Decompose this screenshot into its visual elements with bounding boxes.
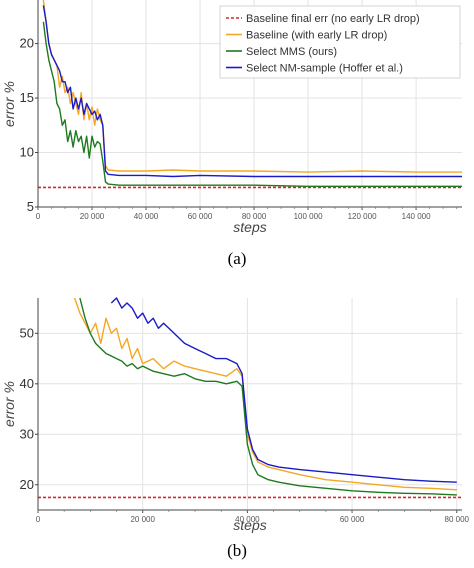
- chart-b-xlabel: steps: [233, 517, 266, 533]
- chart-a-x-tick-label: 80 000: [242, 212, 267, 221]
- chart-a-series: [38, 0, 462, 189]
- chart-b-x-tick-label: 80 000: [445, 515, 470, 524]
- chart-a-y-tick-label: 5: [27, 199, 34, 214]
- chart-b-series-1-line: [73, 297, 457, 491]
- chart-b-x-tick-label: 60 000: [340, 515, 365, 524]
- chart-b-series-3-line: [110, 297, 457, 483]
- chart-a-x-tick-label: 140 000: [402, 212, 431, 221]
- chart-a: 0 20 000 40 000 60 000 80 000 100 000 120 000 1…: [1, 0, 462, 235]
- chart-a-xlabel: steps: [233, 219, 266, 235]
- chart-b-plot-area: [38, 298, 462, 510]
- chart-a-y-tick-label: 15: [20, 90, 34, 105]
- chart-a-x-tick-label: 0: [36, 212, 41, 221]
- chart-a-legend-label: Baseline (with early LR drop): [246, 30, 387, 42]
- chart-a-ylabel: error %: [1, 81, 17, 127]
- chart-b-series-2-line: [79, 297, 457, 496]
- chart-b-axes: 0 20 000 40 000 60 000 80 000 20 30 40 50: [20, 298, 470, 524]
- chart-a-x-tick-label: 20 000: [80, 212, 105, 221]
- chart-a-legend: Baseline final err (no early LR drop) Bas…: [219, 5, 461, 79]
- chart-b-x-tick-label: 0: [36, 515, 41, 524]
- chart-b-y-tick-label: 40: [20, 376, 34, 391]
- chart-a-series-1-line: [42, 0, 462, 173]
- chart-a-y-tick-label: 20: [20, 36, 34, 51]
- chart-a-legend-label: Select NM-sample (Hoffer et al.): [246, 63, 403, 75]
- chart-b-y-tick-label: 50: [20, 325, 34, 340]
- chart-a-y-tick-label: 10: [20, 145, 34, 160]
- chart-b-grid: [38, 298, 462, 510]
- chart-b: 0 20 000 40 000 60 000 80 000 20 30 40 50 error …: [1, 297, 470, 533]
- chart-a-series-2-line: [42, 21, 462, 188]
- chart-b-series: [38, 297, 462, 499]
- chart-a-series-3-line: [42, 5, 462, 178]
- caption-a: (a): [228, 249, 247, 268]
- chart-a-x-tick-label: 100 000: [294, 212, 323, 221]
- chart-b-y-tick-label: 30: [20, 426, 34, 441]
- chart-b-x-tick-label: 20 000: [130, 515, 155, 524]
- chart-a-axes: 0 20 000 40 000 60 000 80 000 100 000 120 000 1…: [20, 0, 462, 221]
- chart-a-x-tick-label: 60 000: [188, 212, 213, 221]
- chart-a-x-tick-label: 40 000: [134, 212, 159, 221]
- chart-a-legend-label: Select MMS (ours): [246, 46, 337, 58]
- chart-a-legend-label: Baseline final err (no early LR drop): [246, 13, 420, 25]
- chart-b-y-tick-label: 20: [20, 477, 34, 492]
- caption-b: (b): [227, 541, 247, 560]
- chart-b-x-tick-label: 40 000: [235, 515, 260, 524]
- chart-a-legend-box: [219, 5, 461, 79]
- chart-b-ylabel: error %: [1, 381, 17, 427]
- chart-a-x-tick-label: 120 000: [348, 212, 377, 221]
